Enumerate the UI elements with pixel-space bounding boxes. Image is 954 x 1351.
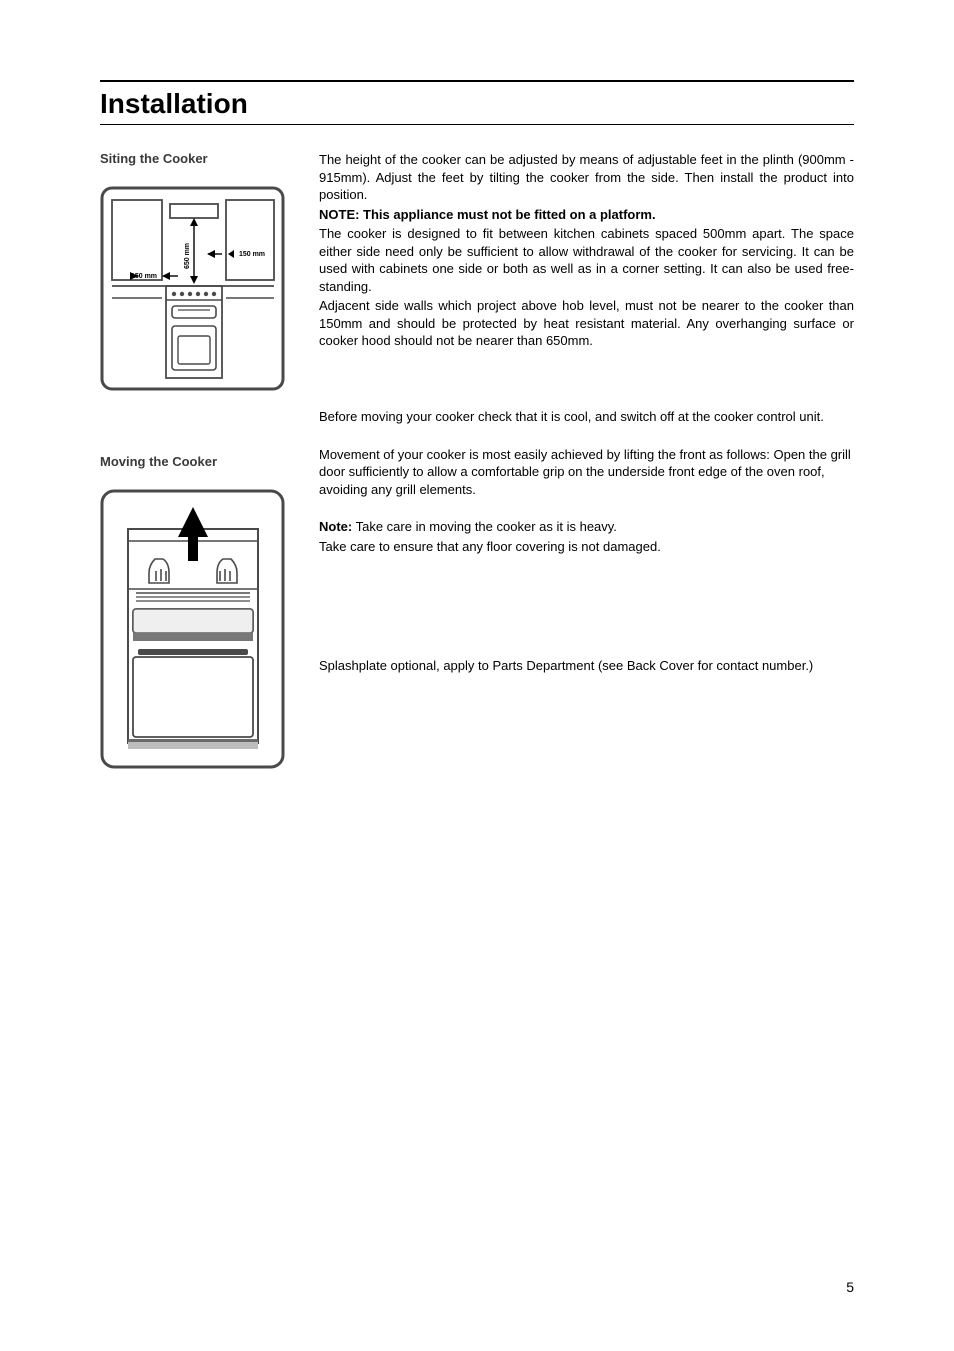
- note-rest: Take care in moving the cooker as it is …: [352, 519, 617, 534]
- moving-heading: Moving the Cooker: [100, 454, 295, 469]
- label-150mm-right: 150 mm: [239, 251, 265, 258]
- siting-diagram-svg: 650 mm 150 mm 150 mm: [100, 186, 285, 391]
- page-container: Installation Siting the Cooker: [0, 0, 954, 814]
- moving-diagram: [100, 489, 285, 774]
- paragraph-before-moving: Before moving your cooker check that it …: [319, 408, 854, 426]
- note-platform: NOTE: This appliance must not be fitted …: [319, 206, 854, 224]
- paragraph-side-walls: Adjacent side walls which project above …: [319, 297, 854, 350]
- page-title: Installation: [100, 88, 854, 120]
- right-column: The height of the cooker can be adjusted…: [319, 151, 854, 774]
- content-columns: Siting the Cooker 650 mm: [100, 151, 854, 774]
- page-number: 5: [846, 1279, 854, 1295]
- rule-top: [100, 80, 854, 82]
- siting-diagram: 650 mm 150 mm 150 mm: [100, 186, 285, 396]
- rule-bottom: [100, 124, 854, 125]
- paragraph-height-adjust: The height of the cooker can be adjusted…: [319, 151, 854, 204]
- paragraph-cabinet-fit: The cooker is designed to fit between ki…: [319, 225, 854, 295]
- label-650mm: 650 mm: [184, 243, 191, 269]
- paragraph-splashplate: Splashplate optional, apply to Parts Dep…: [319, 657, 854, 675]
- paragraph-movement: Movement of your cooker is most easily a…: [319, 446, 854, 499]
- left-column: Siting the Cooker 650 mm: [100, 151, 295, 774]
- note-label: Note:: [319, 519, 352, 534]
- moving-diagram-svg: [100, 489, 285, 769]
- paragraph-note-heavy: Note: Take care in moving the cooker as …: [319, 518, 854, 536]
- siting-heading: Siting the Cooker: [100, 151, 295, 166]
- label-150mm-left: 150 mm: [131, 273, 157, 280]
- paragraph-floor-covering: Take care to ensure that any floor cover…: [319, 538, 854, 556]
